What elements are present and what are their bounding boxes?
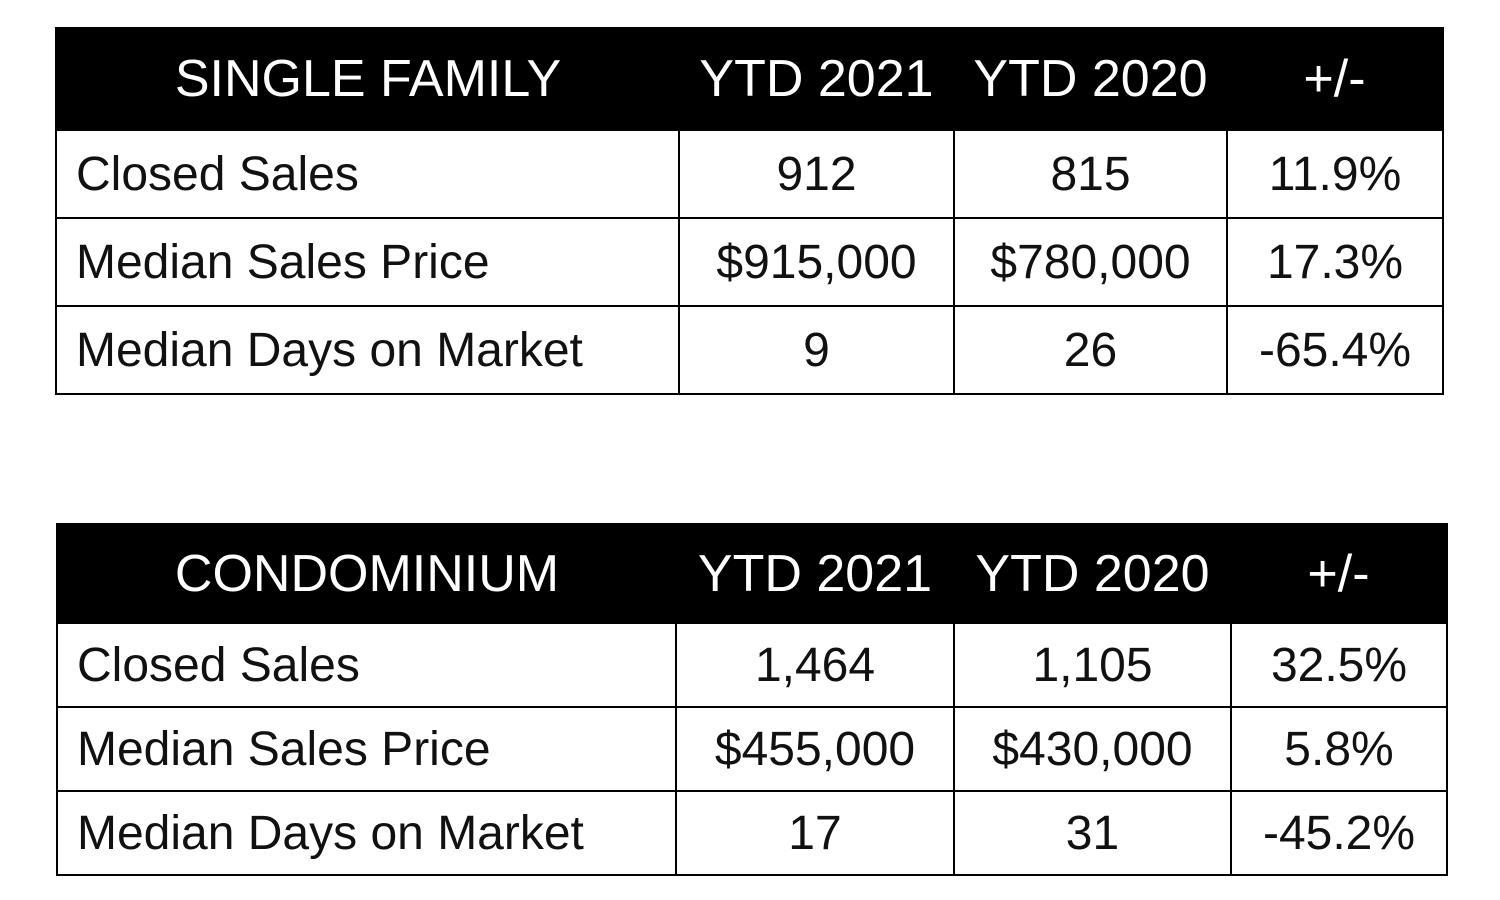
cell-change: 17.3% [1226,217,1444,307]
row-label-median-days-on-market: Median Days on Market [56,790,677,876]
column-header-ytd-2020: YTD 2020 [954,524,1231,623]
single-family-table: SINGLE FAMILY YTD 2021 YTD 2020 +/- Clos… [55,27,1444,395]
cell-ytd-2020: 26 [953,305,1228,395]
table-row: Median Sales Price $915,000 $780,000 17.… [55,217,1444,307]
cell-ytd-2020: 1,105 [953,622,1232,708]
condominium-table: CONDOMINIUM YTD 2021 YTD 2020 +/- Closed… [56,523,1448,876]
table-row: Median Days on Market 9 26 -65.4% [55,305,1444,395]
table-row: Median Days on Market 17 31 -45.2% [56,790,1448,876]
table-row: Closed Sales 1,464 1,105 32.5% [56,622,1448,708]
table-header-row: SINGLE FAMILY YTD 2021 YTD 2020 +/- [56,28,1443,130]
cell-ytd-2020: 815 [953,129,1228,219]
column-header-change: +/- [1231,524,1447,623]
table-title: CONDOMINIUM [57,524,676,623]
cell-ytd-2021: 9 [678,305,955,395]
cell-change: 11.9% [1226,129,1444,219]
table-title: SINGLE FAMILY [56,28,679,130]
row-label-median-days-on-market: Median Days on Market [55,305,680,395]
cell-ytd-2021: 17 [675,790,955,876]
cell-ytd-2020: $780,000 [953,217,1228,307]
cell-ytd-2021: $915,000 [678,217,955,307]
cell-change: -45.2% [1230,790,1448,876]
row-label-closed-sales: Closed Sales [55,129,680,219]
row-label-closed-sales: Closed Sales [56,622,677,708]
column-header-change: +/- [1227,28,1443,130]
cell-ytd-2021: $455,000 [675,706,955,792]
column-header-ytd-2021: YTD 2021 [676,524,954,623]
column-header-ytd-2021: YTD 2021 [679,28,954,130]
cell-change: 32.5% [1230,622,1448,708]
cell-change: -65.4% [1226,305,1444,395]
row-label-median-sales-price: Median Sales Price [56,706,677,792]
column-header-ytd-2020: YTD 2020 [954,28,1227,130]
cell-ytd-2020: 31 [953,790,1232,876]
row-label-median-sales-price: Median Sales Price [55,217,680,307]
cell-change: 5.8% [1230,706,1448,792]
table-row: Median Sales Price $455,000 $430,000 5.8… [56,706,1448,792]
table-header-row: CONDOMINIUM YTD 2021 YTD 2020 +/- [57,524,1447,623]
cell-ytd-2021: 1,464 [675,622,955,708]
cell-ytd-2021: 912 [678,129,955,219]
table-row: Closed Sales 912 815 11.9% [55,129,1444,219]
cell-ytd-2020: $430,000 [953,706,1232,792]
